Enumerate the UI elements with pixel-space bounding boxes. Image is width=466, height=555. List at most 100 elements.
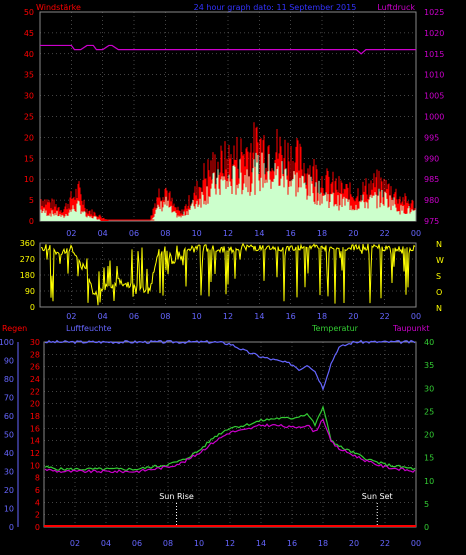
pressure-tick-label: 990: [424, 154, 439, 163]
temp-x-tick: 04: [101, 539, 111, 548]
rain-tick-label: 8: [35, 474, 40, 483]
temp-x-tick: 22: [380, 539, 390, 548]
direction-x-tick: 16: [286, 312, 296, 321]
header-title: 24 hour graph dato: 11 September 2015: [194, 3, 357, 12]
direction-tick-label: 270: [20, 255, 35, 264]
wind-tick-label: 15: [24, 154, 34, 163]
humidity-tick-label: 60: [4, 412, 14, 421]
compass-label: W: [436, 256, 444, 265]
rain-tick-label: 24: [30, 375, 40, 384]
temp-x-labels: 02 04 06 08 10 12 14 16 18 20 22 00: [70, 539, 421, 548]
direction-x-labels: 02 04 06 08 10 12 14 16 18 20 22 00: [66, 312, 421, 321]
wind-x-tick: 14: [254, 229, 264, 238]
rain-tick-label: 16: [30, 424, 40, 433]
temp-x-tick: 06: [132, 539, 142, 548]
wind-tick-label: 45: [24, 29, 34, 38]
wind-tick-label: 50: [24, 8, 34, 17]
pressure-tick-label: 1015: [424, 50, 444, 59]
temp-x-tick: 12: [225, 539, 235, 548]
rain-tick-label: 18: [30, 412, 40, 421]
header-left-label: Windstärke: [36, 3, 81, 12]
humidity-tick-label: 80: [4, 375, 14, 384]
humidity-tick-label: 50: [4, 431, 14, 440]
legend-regen: Regen: [2, 324, 27, 333]
wind-axis: 0 5 10 15 20 25 30 35 40 45 50: [24, 8, 34, 226]
wind-x-tick: 18: [317, 229, 327, 238]
wind-tick-label: 20: [24, 133, 34, 142]
pressure-tick-label: 1020: [424, 29, 444, 38]
wind-bars: [40, 122, 416, 221]
humidity-axis: 0 10 20 30 40 50 60 70 80 90 100: [0, 338, 19, 532]
temp-x-tick: 02: [70, 539, 80, 548]
wind-tick-label: 0: [29, 217, 34, 226]
legend-taupunkt: Taupunkt: [392, 324, 430, 333]
wind-x-tick: 16: [286, 229, 296, 238]
direction-tick-label: 0: [30, 303, 35, 312]
direction-x-tick: 04: [98, 312, 108, 321]
humidity-tick-label: 20: [4, 486, 14, 495]
direction-x-tick: 10: [192, 312, 202, 321]
rain-tick-label: 10: [30, 461, 40, 470]
rain-tick-label: 2: [35, 511, 40, 520]
pressure-tick-label: 1025: [424, 8, 444, 17]
compass-label: N: [436, 240, 442, 249]
pressure-tick-label: 975: [424, 217, 439, 226]
wind-x-tick: 04: [98, 229, 108, 238]
rain-tick-label: 0: [35, 523, 40, 532]
pressure-tick-label: 1010: [424, 71, 444, 80]
pressure-line: [40, 44, 416, 55]
direction-x-tick: 12: [223, 312, 233, 321]
humidity-tick-label: 40: [4, 449, 14, 458]
dewpoint-line: [44, 418, 416, 474]
humidity-tick-label: 0: [9, 523, 14, 532]
wind-x-tick: 06: [129, 229, 139, 238]
rain-tick-label: 28: [30, 350, 40, 359]
wind-tick-label: 25: [24, 113, 34, 122]
rain-tick-label: 22: [30, 387, 40, 396]
temperature-tick-label: 10: [424, 477, 434, 486]
temperature-tick-label: 30: [424, 384, 434, 393]
wind-x-tick: 02: [66, 229, 76, 238]
temp-x-tick: 00: [411, 539, 421, 548]
wind-tick-label: 5: [29, 196, 34, 205]
wind-x-tick: 00: [411, 229, 421, 238]
direction-x-tick: 14: [254, 312, 264, 321]
temp-x-tick: 08: [163, 539, 173, 548]
rain-tick-label: 14: [30, 437, 40, 446]
direction-x-tick: 02: [66, 312, 76, 321]
sun-markers: Sun Rise Sun Set: [159, 492, 393, 527]
header-right-label: Luftdruck: [377, 3, 415, 12]
humidity-tick-label: 10: [4, 505, 14, 514]
temperature-tick-label: 0: [424, 523, 429, 532]
compass-label: N: [436, 304, 442, 313]
rain-tick-label: 20: [30, 400, 40, 409]
pressure-tick-label: 995: [424, 133, 439, 142]
pressure-tick-label: 1000: [424, 113, 444, 122]
direction-x-tick: 22: [380, 312, 390, 321]
pressure-tick-label: 1005: [424, 92, 444, 101]
rain-tick-label: 12: [30, 449, 40, 458]
wind-x-tick: 08: [160, 229, 170, 238]
temperature-line: [44, 405, 416, 472]
wind-tick-label: 10: [24, 175, 34, 184]
humidity-tick-label: 100: [0, 338, 14, 347]
temp-x-tick: 10: [194, 539, 204, 548]
direction-x-tick: 18: [317, 312, 327, 321]
wind-x-tick: 12: [223, 229, 233, 238]
wind-tick-label: 35: [24, 71, 34, 80]
rain-tick-label: 30: [30, 338, 40, 347]
legend-temperatur: Temperatur: [311, 324, 359, 333]
temp-x-tick: 16: [287, 539, 297, 548]
humidity-tick-label: 70: [4, 394, 14, 403]
direction-x-tick: 00: [411, 312, 421, 321]
sun-marker-label: Sun Rise: [159, 492, 194, 501]
rain-tick-label: 26: [30, 363, 40, 372]
temperature-tick-label: 35: [424, 361, 434, 370]
